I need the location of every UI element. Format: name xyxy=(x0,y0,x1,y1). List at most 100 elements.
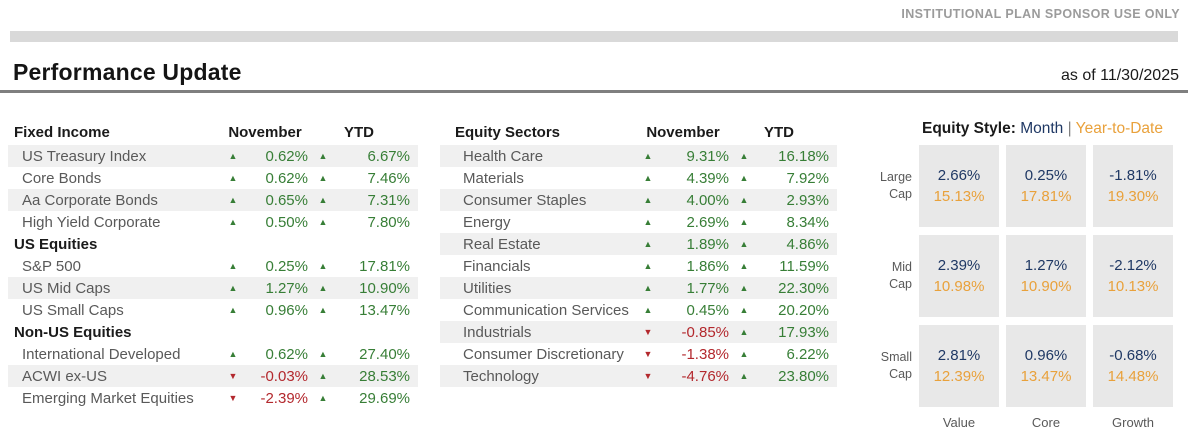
equity-style-title: Equity Style: xyxy=(922,120,1016,137)
table-row: US Small Caps ▲ 0.96% ▲ 13.47% xyxy=(8,299,418,321)
up-arrow-icon: ▲ xyxy=(643,216,653,227)
ytd-value: 22.30% xyxy=(778,279,829,297)
style-box: 0.25% 17.81% xyxy=(1006,145,1086,227)
cap-label-line: Cap xyxy=(889,367,912,381)
november-value: 1.86% xyxy=(686,257,729,275)
up-arrow-icon: ▲ xyxy=(228,194,238,205)
table-header-row: Fixed Income November YTD xyxy=(8,120,418,145)
legend-separator: | xyxy=(1067,120,1072,137)
style-box: 2.81% 12.39% xyxy=(919,325,999,407)
style-column-label: Growth xyxy=(1112,415,1154,430)
up-arrow-icon: ▲ xyxy=(318,348,328,359)
table-row: Core Bonds ▲ 0.62% ▲ 7.46% xyxy=(8,167,418,189)
november-value: 0.45% xyxy=(686,301,729,319)
instrument-label: International Developed xyxy=(22,345,181,363)
up-arrow-icon: ▲ xyxy=(643,282,653,293)
month-value: 0.25% xyxy=(1024,167,1068,184)
table-row: S&P 500 ▲ 0.25% ▲ 17.81% xyxy=(8,255,418,277)
up-arrow-icon: ▲ xyxy=(318,150,328,161)
up-arrow-icon: ▲ xyxy=(228,172,238,183)
legend-month-toggle[interactable]: Month xyxy=(1020,120,1064,137)
up-arrow-icon: ▲ xyxy=(643,150,653,161)
instrument-label: Materials xyxy=(463,169,524,187)
ytd-value: 7.31% xyxy=(367,191,410,209)
instrument-label: Real Estate xyxy=(463,235,541,253)
equity-sectors-table: Equity Sectors November YTD Health Care … xyxy=(440,120,837,387)
november-value: 4.00% xyxy=(686,191,729,209)
up-arrow-icon: ▲ xyxy=(643,172,653,183)
instrument-label: Consumer Discretionary xyxy=(463,345,624,363)
up-arrow-icon: ▲ xyxy=(318,194,328,205)
up-arrow-icon: ▲ xyxy=(228,260,238,271)
ytd-value: 13.47% xyxy=(1020,368,1072,385)
up-arrow-icon: ▲ xyxy=(739,150,749,161)
up-arrow-icon: ▲ xyxy=(739,172,749,183)
ytd-value: 15.13% xyxy=(933,188,985,205)
instrument-label: Technology xyxy=(463,367,539,385)
ytd-value: 14.48% xyxy=(1107,368,1159,385)
up-arrow-icon: ▲ xyxy=(739,282,749,293)
cap-label-line: Small xyxy=(880,350,912,364)
up-arrow-icon: ▲ xyxy=(228,216,238,227)
up-arrow-icon: ▲ xyxy=(643,304,653,315)
equity-style-grid: Large Cap 2.66% 15.13% 0.25% 17.81% -1.81% 19.3… xyxy=(862,145,1173,431)
november-value: 0.65% xyxy=(265,191,308,209)
style-box: -0.68% 14.48% xyxy=(1093,325,1173,407)
table-row: Energy ▲ 2.69% ▲ 8.34% xyxy=(440,211,837,233)
ytd-value: 7.80% xyxy=(367,213,410,231)
up-arrow-icon: ▲ xyxy=(739,260,749,271)
table-row: Industrials ▼ -0.85% ▲ 17.93% xyxy=(440,321,837,343)
ytd-value: 10.98% xyxy=(933,278,985,295)
instrument-label: Emerging Market Equities xyxy=(22,389,194,407)
up-arrow-icon: ▲ xyxy=(739,370,749,381)
instrument-label: Energy xyxy=(463,213,511,231)
table-row: International Developed ▲ 0.62% ▲ 27.40% xyxy=(8,343,418,365)
ytd-value: 11.59% xyxy=(779,257,829,275)
november-value: 2.69% xyxy=(686,213,729,231)
table-row: Emerging Market Equities ▼ -2.39% ▲ 29.6… xyxy=(8,387,418,409)
ytd-value: 16.18% xyxy=(778,147,829,165)
style-column-label: Value xyxy=(942,415,976,430)
ytd-value: 23.80% xyxy=(778,367,829,385)
instrument-label: ACWI ex-US xyxy=(22,367,108,385)
up-arrow-icon: ▲ xyxy=(739,216,749,227)
style-box: -1.81% 19.30% xyxy=(1093,145,1173,227)
instrument-label: Health Care xyxy=(463,147,544,165)
table-row: Consumer Discretionary ▼ -1.38% ▲ 6.22% xyxy=(440,343,837,365)
column-header-november: November xyxy=(646,124,720,141)
table-header-row: Equity Sectors November YTD xyxy=(440,120,837,145)
instrument-label: US Mid Caps xyxy=(22,279,111,297)
down-arrow-icon: ▼ xyxy=(228,392,238,403)
cap-row-label: Large Cap xyxy=(862,169,912,203)
table-title: Fixed Income xyxy=(14,124,110,141)
title-rule xyxy=(0,90,1188,93)
institutional-use-notice: INSTITUTIONAL PLAN SPONSOR USE ONLY xyxy=(901,7,1180,21)
table-row: ACWI ex-US ▼ -0.03% ▲ 28.53% xyxy=(8,365,418,387)
column-header-ytd: YTD xyxy=(764,124,794,141)
up-arrow-icon: ▲ xyxy=(643,238,653,249)
instrument-label: US Treasury Index xyxy=(22,147,147,165)
down-arrow-icon: ▼ xyxy=(643,370,653,381)
table-row: US Treasury Index ▲ 0.62% ▲ 6.67% xyxy=(8,145,418,167)
november-value: 0.50% xyxy=(265,213,308,231)
column-header-november: November xyxy=(228,124,302,141)
fixed-income-table: Fixed Income November YTD US Treasury In… xyxy=(8,120,418,409)
ytd-value: 6.67% xyxy=(367,147,410,165)
section-header-row: US Equities xyxy=(8,233,418,255)
cap-label-line: Large xyxy=(880,170,912,184)
instrument-label: Industrials xyxy=(463,323,532,341)
legend-ytd-toggle[interactable]: Year-to-Date xyxy=(1075,120,1163,137)
ytd-value: 2.93% xyxy=(786,191,829,209)
ytd-value: 28.53% xyxy=(359,367,410,385)
ytd-value: 10.13% xyxy=(1107,278,1159,295)
cap-row-label: Small Cap xyxy=(862,349,912,383)
instrument-label: Core Bonds xyxy=(22,169,102,187)
november-value: 4.39% xyxy=(686,169,729,187)
section-header-row: Non-US Equities xyxy=(8,321,418,343)
november-value: 1.77% xyxy=(686,279,729,297)
up-arrow-icon: ▲ xyxy=(228,282,238,293)
instrument-label: S&P 500 xyxy=(22,257,81,275)
ytd-value: 10.90% xyxy=(359,279,410,297)
table-row: Financials ▲ 1.86% ▲ 11.59% xyxy=(440,255,837,277)
ytd-value: 17.93% xyxy=(778,323,829,341)
